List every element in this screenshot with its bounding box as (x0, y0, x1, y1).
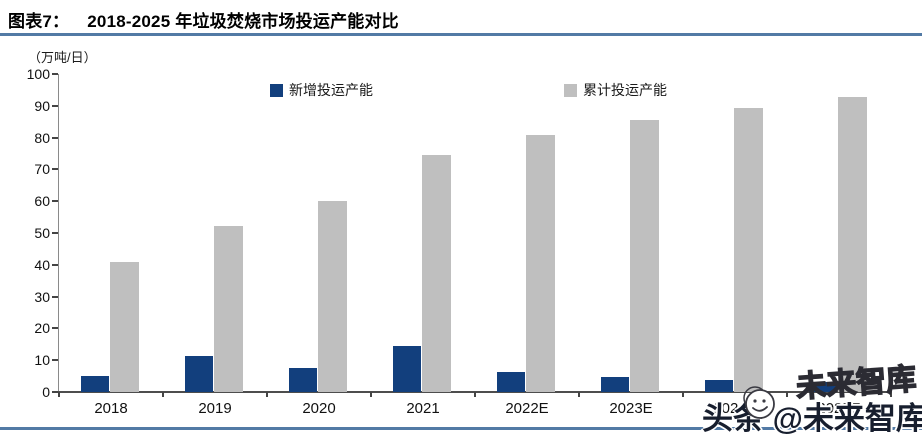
y-axis-line (58, 74, 59, 392)
x-tick-label-2021: 2021 (406, 400, 440, 417)
bar-cumulative-2018 (110, 261, 139, 392)
x-tick-mark (682, 392, 684, 397)
figure-number: 图表7： (8, 12, 70, 31)
figure-title-text: 2018-2025 年垃圾焚烧市场投运产能对比 (87, 12, 399, 31)
title-underline-rule (0, 33, 922, 36)
x-tick-mark (58, 392, 60, 397)
watermark-solid-text: 头条 @未来智库 (702, 401, 922, 436)
x-tick-label-2023E: 2023E (609, 400, 653, 417)
y-tick-label: 0 (42, 384, 50, 400)
y-tick-label: 100 (26, 66, 50, 82)
x-tick-mark (578, 392, 580, 397)
y-tick-mark (52, 295, 58, 298)
legend-label-new-capacity: 新增投运产能 (289, 82, 373, 98)
y-tick-label: 50 (34, 225, 50, 241)
bar-new-2019 (185, 356, 213, 392)
bar-cumulative-2025E (838, 96, 867, 392)
bar-new-2020 (289, 367, 317, 392)
x-tick-mark (370, 392, 372, 397)
x-tick-label-2022E: 2022E (505, 400, 549, 417)
y-tick-label: 80 (34, 129, 50, 146)
y-tick-mark (52, 327, 58, 330)
x-tick-label-2020: 2020 (302, 400, 336, 417)
bar-cumulative-2019 (214, 225, 243, 392)
y-tick-mark (52, 73, 58, 75)
x-tick-mark (474, 392, 476, 397)
x-tick-label-2018: 2018 (94, 400, 128, 417)
x-tick-mark (890, 392, 892, 397)
y-tick-label: 30 (34, 288, 50, 305)
chart-title: 图表7： 2018-2025 年垃圾焚烧市场投运产能对比 (8, 7, 399, 32)
y-tick-label: 10 (34, 352, 50, 369)
y-tick-mark (52, 200, 58, 203)
y-tick-label: 40 (34, 256, 50, 273)
y-tick-label: 70 (34, 161, 50, 178)
bar-new-2022E (497, 371, 525, 392)
legend-item-new-capacity: 新增投运产能 (270, 80, 373, 100)
bar-cumulative-2024E (734, 108, 763, 392)
bar-cumulative-2021 (422, 155, 451, 392)
y-tick-label: 90 (34, 97, 50, 114)
y-tick-mark (52, 263, 58, 266)
x-tick-mark (266, 392, 268, 397)
bar-cumulative-2022E (526, 135, 555, 392)
legend-item-cumulative-capacity: 累计投运产能 (564, 80, 667, 100)
bar-new-2023E (601, 377, 629, 392)
y-tick-mark (52, 359, 58, 362)
bar-cumulative-2020 (318, 201, 347, 392)
y-tick-mark (52, 168, 58, 171)
bar-new-2024E (705, 379, 733, 392)
y-tick-mark (52, 104, 58, 107)
y-tick-label: 20 (34, 320, 50, 337)
bar-new-2018 (81, 376, 109, 392)
bar-new-2021 (393, 345, 421, 392)
footer-rule (0, 427, 922, 430)
y-tick-mark (52, 232, 58, 234)
bar-new-2025E (809, 381, 837, 392)
y-tick-label: 60 (34, 193, 50, 210)
y-tick-mark (52, 391, 58, 393)
y-tick-mark (52, 136, 58, 139)
x-tick-label-2019: 2019 (198, 400, 232, 417)
x-tick-label-2025E: 2025E (817, 400, 861, 417)
x-tick-mark (162, 392, 164, 397)
y-axis-unit-label: （万吨/日） (28, 50, 97, 65)
smiley-face-icon (740, 384, 778, 427)
x-tick-mark (786, 392, 788, 397)
legend-label-cumulative-capacity: 累计投运产能 (583, 82, 667, 98)
legend-swatch-new-capacity (270, 83, 283, 97)
bar-cumulative-2023E (630, 120, 659, 392)
legend-swatch-cumulative-capacity (564, 83, 577, 97)
